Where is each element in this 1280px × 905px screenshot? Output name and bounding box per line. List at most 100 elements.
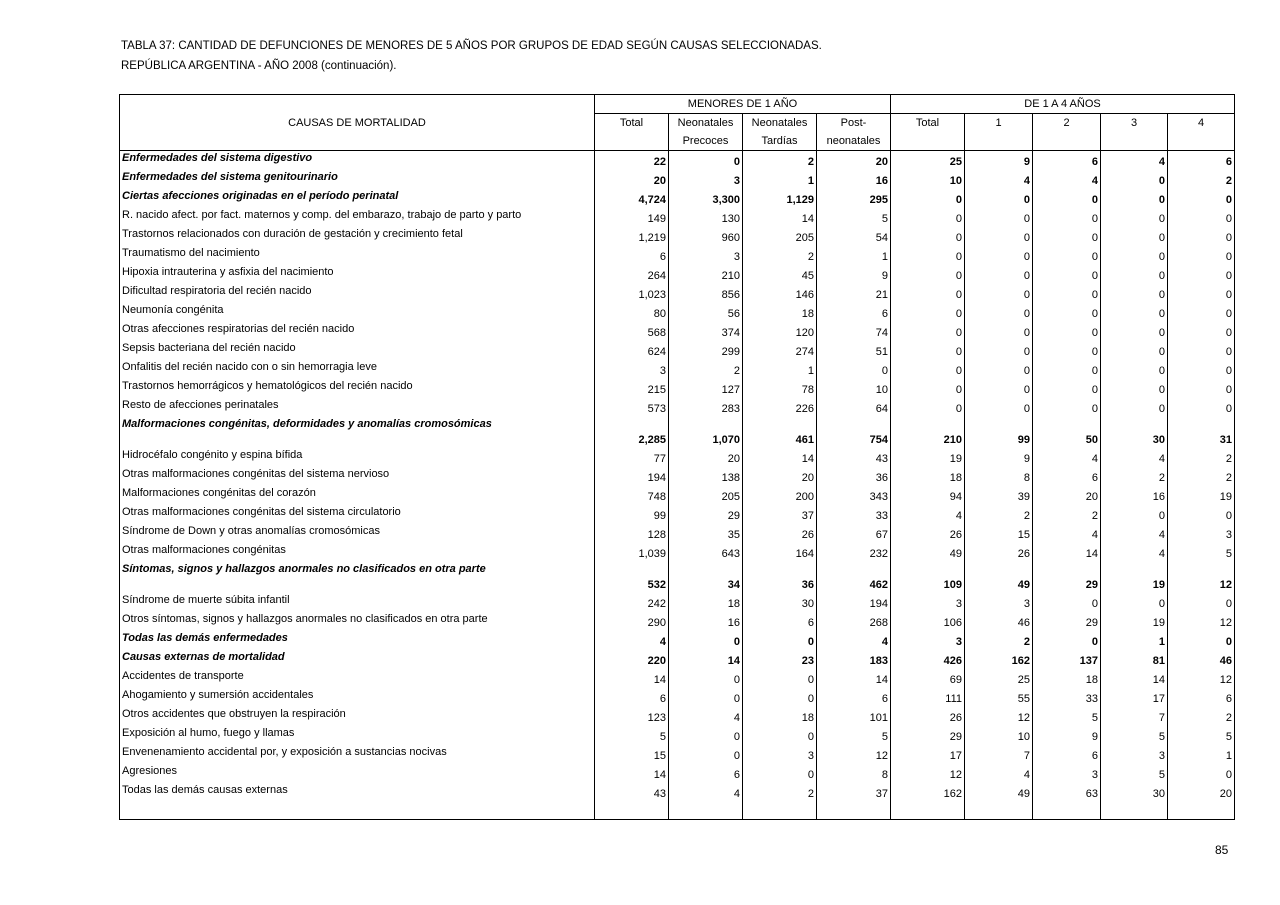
- value-cell: 0: [964, 359, 1033, 379]
- table-row: Agresiones 14 6 0 8 12 4 3 5 0: [120, 763, 1235, 783]
- value-cell: 3: [594, 359, 669, 379]
- value-cell: 2: [668, 359, 743, 379]
- value-cell: 54: [816, 226, 891, 246]
- value-cell: 14: [742, 447, 817, 467]
- value-cell: 0: [1100, 504, 1168, 524]
- value-cell: 0: [1167, 359, 1235, 379]
- column-header: 2: [1032, 113, 1101, 132]
- causes-header: CAUSAS DE MORTALIDAD: [119, 94, 595, 151]
- value-cell: 6: [1032, 744, 1101, 764]
- value-cell: 0: [890, 359, 965, 379]
- value-cell: 12: [1167, 611, 1235, 631]
- value-cell: 4: [668, 706, 743, 726]
- value-cell: 0: [1167, 397, 1235, 417]
- value-cell: 30: [1100, 416, 1168, 448]
- value-cell: 37: [742, 504, 817, 524]
- value-cell: 14: [742, 207, 817, 227]
- value-cell: 4: [1100, 447, 1168, 467]
- value-cell: 0: [1032, 359, 1101, 379]
- value-cell: 573: [594, 397, 669, 417]
- table-row: Exposición al humo, fuego y llamas 5 0 0 5 29…: [120, 725, 1235, 745]
- value-cell: 0: [1167, 630, 1235, 650]
- column-header-sub: neonatales: [816, 132, 891, 151]
- value-cell: 0: [890, 321, 965, 341]
- cause-label: Traumatismo del nacimiento: [122, 246, 260, 259]
- value-cell: 0: [668, 150, 743, 170]
- value-cell: 36: [742, 561, 817, 593]
- value-cell: 0: [1100, 340, 1168, 360]
- value-cell: 274: [742, 340, 817, 360]
- value-cell: 5: [1167, 725, 1235, 745]
- value-cell: 0: [964, 321, 1033, 341]
- value-cell: 43: [594, 782, 669, 802]
- cause-label: Dificultad respiratoria del recién nacid…: [122, 284, 312, 297]
- value-cell: 50: [1032, 416, 1101, 448]
- value-cell: 0: [1167, 207, 1235, 227]
- value-cell: 77: [594, 447, 669, 467]
- table-row: Onfalitis del recién nacido con o sin he…: [120, 359, 1235, 379]
- table-row: Dificultad respiratoria del recién nacid…: [120, 283, 1235, 303]
- table-row: Hipoxia intrauterina y asfixia del nacim…: [120, 264, 1235, 284]
- group-1-to-4-header: DE 1 A 4 AÑOS: [890, 94, 1235, 114]
- value-cell: 3,300: [668, 188, 743, 208]
- value-cell: 1: [1167, 744, 1235, 764]
- value-cell: 46: [964, 611, 1033, 631]
- value-cell: 462: [816, 561, 891, 593]
- table-row: Neumonía congénita 80 56 18 6 0 0 0 0 0: [120, 302, 1235, 322]
- value-cell: 45: [742, 264, 817, 284]
- value-cell: 0: [890, 188, 965, 208]
- value-cell: 205: [742, 226, 817, 246]
- value-cell: 3: [742, 744, 817, 764]
- value-cell: 17: [1100, 687, 1168, 707]
- value-cell: 6: [1032, 466, 1101, 486]
- cause-label: Causas externas de mortalidad: [122, 650, 285, 663]
- table-row: Otras afecciones respiratorias del recié…: [120, 321, 1235, 341]
- value-cell: 63: [1032, 782, 1101, 802]
- value-cell: 3: [1100, 744, 1168, 764]
- value-cell: 137: [1032, 649, 1101, 669]
- cause-label: Síntomas, signos y hallazgos anormales n…: [122, 562, 486, 575]
- value-cell: 0: [1167, 504, 1235, 524]
- value-cell: 12: [890, 763, 965, 783]
- value-cell: 0: [964, 340, 1033, 360]
- value-cell: 8: [816, 763, 891, 783]
- value-cell: 0: [1167, 321, 1235, 341]
- value-cell: 0: [742, 668, 817, 688]
- value-cell: 0: [964, 226, 1033, 246]
- value-cell: 0: [1167, 340, 1235, 360]
- value-cell: 0: [964, 188, 1033, 208]
- value-cell: 0: [668, 725, 743, 745]
- value-cell: 210: [890, 416, 965, 448]
- value-cell: 0: [1032, 188, 1101, 208]
- value-cell: 0: [1100, 378, 1168, 398]
- value-cell: 0: [668, 687, 743, 707]
- value-cell: 14: [1100, 668, 1168, 688]
- value-cell: 29: [668, 504, 743, 524]
- value-cell: 2: [742, 782, 817, 802]
- value-cell: 0: [1167, 245, 1235, 265]
- value-cell: 0: [1100, 169, 1168, 189]
- value-cell: 0: [1100, 302, 1168, 322]
- value-cell: 128: [594, 523, 669, 543]
- value-cell: 0: [1032, 340, 1101, 360]
- value-cell: 268: [816, 611, 891, 631]
- value-cell: 56: [668, 302, 743, 322]
- value-cell: 1,219: [594, 226, 669, 246]
- value-cell: 99: [964, 416, 1033, 448]
- value-cell: 2: [964, 630, 1033, 650]
- value-cell: 2: [1167, 169, 1235, 189]
- table-title: TABLA 37: CANTIDAD DE DEFUNCIONES DE MEN…: [121, 40, 822, 52]
- value-cell: 194: [594, 466, 669, 486]
- value-cell: 81: [1100, 649, 1168, 669]
- cause-label: Síndrome de Down y otras anomalías cromo…: [122, 524, 380, 537]
- value-cell: 0: [1100, 264, 1168, 284]
- value-cell: 18: [1032, 668, 1101, 688]
- value-cell: 20: [1167, 782, 1235, 802]
- value-cell: 461: [742, 416, 817, 448]
- value-cell: 856: [668, 283, 743, 303]
- value-cell: 2: [1167, 447, 1235, 467]
- value-cell: 242: [594, 592, 669, 612]
- value-cell: 5: [816, 207, 891, 227]
- value-cell: 10: [816, 378, 891, 398]
- value-cell: 9: [964, 150, 1033, 170]
